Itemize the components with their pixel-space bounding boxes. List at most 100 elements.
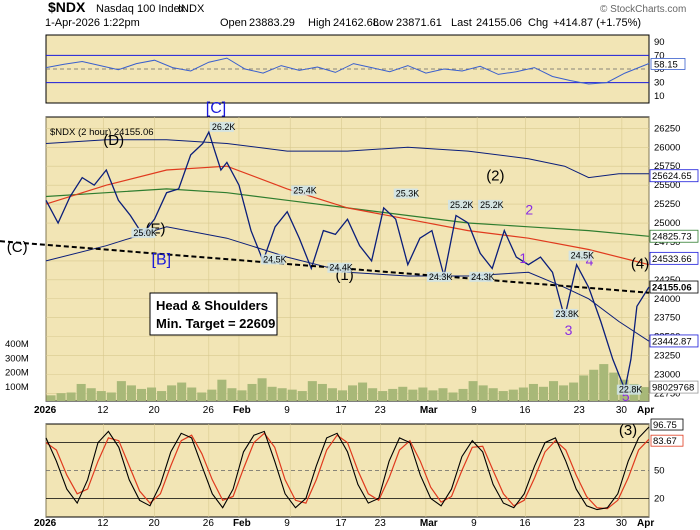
point-label-bg [568, 250, 593, 261]
point-label: 24.5K [571, 251, 595, 261]
volume-bar [267, 386, 277, 401]
price-tick-label: 25250 [654, 199, 680, 210]
volume-bar [247, 383, 257, 401]
price-x-tick: 2026 [34, 405, 57, 416]
volume-bar [518, 387, 528, 401]
volume-bar [96, 391, 106, 401]
price-tick-label: 24000 [654, 294, 680, 305]
main-legend: $NDX (2 hour) 24155.06 [50, 127, 154, 138]
volume-bar [126, 385, 136, 401]
stoch-x-tick: 23 [375, 518, 387, 529]
price-x-tick: 30 [616, 405, 628, 416]
point-label: 24.5K [263, 254, 287, 264]
volume-bar [257, 378, 267, 401]
point-label-bg [393, 188, 418, 199]
price-x-tick: Apr [637, 405, 654, 416]
annotation-box [149, 292, 278, 336]
chg-value: +414.87 (+1.75%) [553, 17, 641, 29]
price-x-tick: 16 [519, 405, 531, 416]
chg-label: Chg [528, 17, 548, 29]
point-label: 25.2K [450, 200, 474, 210]
price-tick-label: 26000 [654, 142, 680, 153]
price-value-box [649, 169, 699, 183]
stoch-x-tick: 26 [203, 518, 215, 529]
volume-bar [207, 389, 217, 401]
volume-tick-label: 100M [5, 382, 29, 393]
volume-bar [227, 388, 237, 401]
high-label: High [308, 17, 331, 29]
volume-bar [398, 386, 408, 401]
volume-bar [458, 388, 468, 401]
point-label-bg [469, 271, 494, 282]
price-tick-label: 23250 [654, 351, 680, 362]
volume-bar [177, 382, 187, 401]
volume-bar [348, 385, 358, 401]
rsi-tick-label: 90 [654, 37, 665, 48]
price-value-label: 24825.73 [652, 232, 692, 243]
datetime: 1-Apr-2026 1:22pm [45, 17, 140, 29]
stoch-wave-label: (3) [619, 422, 637, 439]
volume-bar [388, 388, 398, 401]
volume-bar [599, 364, 609, 401]
volume-bar [327, 388, 337, 401]
volume-bar [157, 391, 167, 401]
price-tick-label: 23000 [654, 369, 680, 380]
rsi-tick-label: 30 [654, 78, 665, 89]
volume-bar [528, 383, 538, 401]
stoch-last-value: 96.75 [653, 420, 677, 431]
rsi-tick-label: 10 [654, 91, 665, 102]
resistance-ma-line [45, 165, 650, 266]
annotation-line2: Min. Target = 22609 [156, 316, 275, 331]
point-label: 25.4K [293, 185, 317, 195]
upper-band-line [45, 139, 649, 179]
stoch-last-value: 83.67 [653, 436, 677, 447]
volume-bar [508, 389, 518, 401]
wave-label: 2 [525, 202, 533, 218]
price-tick-label: 22750 [654, 388, 680, 399]
price-x-tick: 17 [335, 405, 347, 416]
index-name: Nasdaq 100 Index [96, 3, 186, 15]
volume-bar [438, 388, 448, 401]
stoch-x-tick: Mar [420, 518, 438, 529]
price-value-box [649, 251, 699, 265]
price-tick-label: 25000 [654, 218, 680, 229]
annotation-line1: Head & Shoulders [156, 298, 268, 313]
price-value-label: 23442.87 [652, 336, 692, 347]
point-label: 24.3K [429, 272, 453, 282]
price-value-label: 25624.65 [652, 171, 692, 182]
wave-label: 5 [622, 388, 630, 404]
symbol-title: $NDX [48, 0, 86, 15]
volume-bar [307, 381, 317, 401]
wave-label: 3 [565, 322, 573, 338]
point-label-bg [426, 271, 451, 282]
last-value: 24155.06 [476, 17, 522, 29]
point-label-bg [131, 227, 156, 238]
stoch-x-tick: 17 [335, 518, 347, 529]
volume-bar [217, 379, 227, 401]
exchange-code: INDX [178, 3, 205, 15]
volume-bar [277, 388, 287, 401]
rsi-last-value: 58.15 [654, 59, 678, 70]
volume-bar [538, 386, 548, 401]
point-label-bg [448, 199, 473, 210]
price-panel [45, 116, 650, 402]
stoch-k-line [45, 426, 650, 511]
volume-bar [418, 387, 428, 401]
point-label: 24.4K [329, 263, 353, 273]
price-x-tick: 9 [471, 405, 477, 416]
point-label-bg [261, 254, 286, 265]
rsi-tick-label: 70 [654, 50, 665, 61]
volume-bar [197, 392, 207, 401]
volume-tick-label: 300M [5, 353, 29, 364]
volume-bar [549, 381, 559, 401]
low-value: 23871.61 [396, 17, 442, 29]
price-x-tick: 23 [375, 405, 387, 416]
stoch-x-tick: 2026 [34, 518, 57, 529]
stoch-x-tick: 30 [616, 518, 628, 529]
price-value-label: 24533.66 [652, 254, 692, 265]
stoch-x-tick: Apr [637, 518, 654, 529]
wave-label: [C] [206, 100, 226, 117]
price-x-tick: 23 [574, 405, 586, 416]
volume-bar [358, 382, 368, 401]
